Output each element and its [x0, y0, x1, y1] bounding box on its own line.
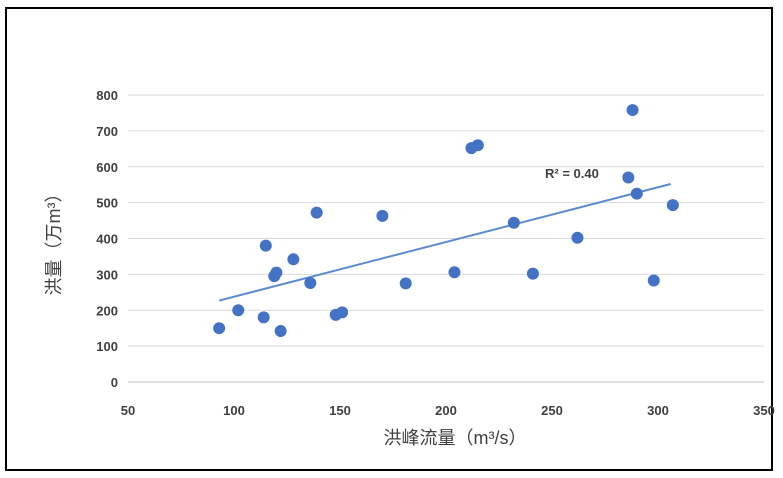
data-point-17: [471, 139, 484, 152]
y-tick-label-0: 0: [111, 375, 118, 390]
data-point-18: [507, 216, 520, 229]
data-point-15: [448, 266, 461, 279]
y-tick-label-300: 300: [96, 267, 118, 282]
data-point-6: [270, 266, 283, 279]
x-tick-label-300: 300: [647, 403, 669, 418]
trendline-group: [218, 183, 671, 302]
data-point-2: [232, 304, 245, 317]
gridlines: [128, 94, 764, 347]
data-point-12: [336, 306, 349, 319]
x-tick-label-350: 350: [753, 403, 775, 418]
data-point-4: [259, 239, 272, 252]
data-point-23: [630, 187, 643, 200]
y-tick-label-800: 800: [96, 88, 118, 103]
y-tick-label-400: 400: [96, 232, 118, 247]
data-point-3: [257, 311, 270, 324]
y-tick-label-500: 500: [96, 196, 118, 211]
data-point-8: [287, 253, 300, 266]
x-tick-label-150: 150: [329, 403, 351, 418]
x-tick-label-100: 100: [223, 403, 245, 418]
data-point-9: [304, 276, 317, 289]
r-squared-annotation: R² = 0.40: [545, 166, 599, 181]
data-point-1: [213, 322, 226, 335]
x-tick-labels: 50 100 150 200 250 300 350: [121, 403, 775, 418]
data-point-10: [310, 206, 323, 219]
y-tick-label-200: 200: [96, 303, 118, 318]
data-points: [213, 104, 679, 338]
x-tick-label-200: 200: [435, 403, 457, 418]
data-point-21: [622, 171, 635, 184]
y-tick-label-600: 600: [96, 160, 118, 175]
data-point-24: [647, 274, 660, 287]
data-point-7: [274, 325, 287, 338]
x-tick-label-250: 250: [541, 403, 563, 418]
y-tick-label-100: 100: [96, 339, 118, 354]
data-point-14: [399, 277, 412, 290]
data-point-22: [626, 104, 639, 117]
data-point-19: [526, 267, 539, 280]
data-point-20: [571, 231, 584, 244]
data-point-13: [376, 209, 389, 222]
y-tick-labels: 0 100 200 300 400 500 600 700 800: [96, 88, 118, 390]
trendline: [218, 183, 671, 302]
y-tick-label-700: 700: [96, 124, 118, 139]
x-axis-label: 洪峰流量（m³/s）: [384, 428, 527, 448]
x-tick-label-50: 50: [121, 403, 135, 418]
y-axis-label: 洪量（万m³）: [44, 185, 64, 296]
data-point-25: [666, 199, 679, 212]
